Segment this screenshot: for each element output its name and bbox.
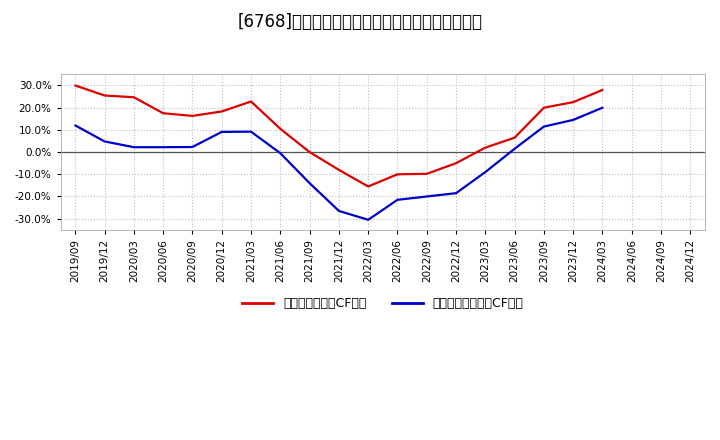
Text: [6768]　有利子負債キャッシュフロー比率の推移: [6768] 有利子負債キャッシュフロー比率の推移 [238,13,482,31]
Legend: 有利子負債営業CF比率, 有利子負債フリーCF比率: 有利子負債営業CF比率, 有利子負債フリーCF比率 [237,292,528,315]
